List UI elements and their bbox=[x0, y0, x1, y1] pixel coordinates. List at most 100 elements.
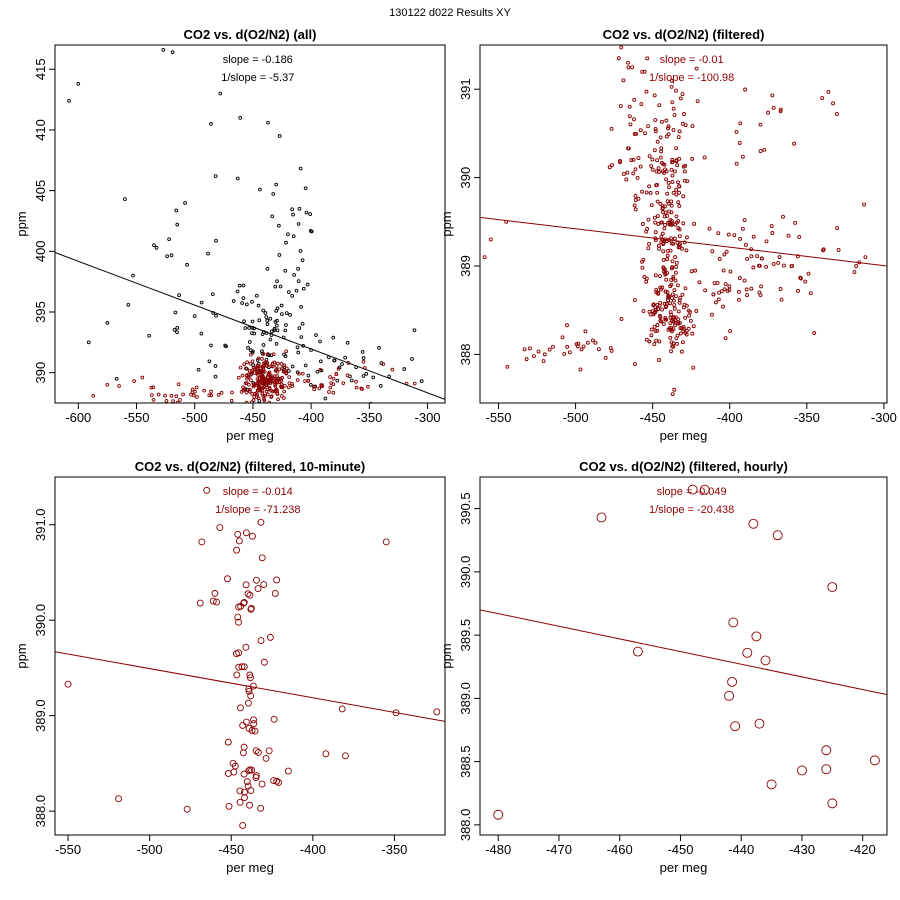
data-point bbox=[694, 309, 699, 313]
data-point bbox=[668, 310, 673, 315]
data-point bbox=[655, 139, 660, 144]
annotation-inverse-slope: 1/slope = -71.238 bbox=[215, 504, 300, 516]
data-point bbox=[299, 305, 303, 309]
data-point bbox=[319, 359, 323, 364]
data-point bbox=[669, 84, 674, 89]
data-point bbox=[218, 91, 223, 96]
chart-panel-4: CO2 vs. d(O2/N2) (filtered, hourly) -480 -… bbox=[439, 459, 888, 875]
data-point bbox=[294, 288, 299, 293]
data-point bbox=[260, 658, 268, 666]
data-point bbox=[209, 597, 217, 605]
data-point bbox=[340, 362, 344, 366]
y-tick-label: 388.0 bbox=[458, 809, 473, 842]
data-point bbox=[231, 762, 239, 770]
data-point bbox=[633, 167, 638, 172]
data-point bbox=[821, 745, 832, 756]
data-point bbox=[656, 166, 661, 171]
data-point bbox=[691, 365, 696, 370]
data-point bbox=[247, 787, 255, 794]
data-point bbox=[314, 333, 318, 337]
plot-area bbox=[480, 484, 887, 820]
data-point bbox=[716, 297, 721, 302]
data-point bbox=[777, 255, 782, 260]
data-point bbox=[280, 366, 285, 370]
data-point bbox=[653, 238, 658, 243]
data-point bbox=[248, 532, 256, 540]
data-point bbox=[290, 364, 295, 369]
data-point bbox=[291, 234, 296, 239]
data-point bbox=[677, 184, 682, 188]
data-point bbox=[641, 309, 646, 313]
data-point bbox=[758, 293, 763, 298]
data-point bbox=[835, 226, 840, 231]
data-point bbox=[806, 271, 811, 276]
data-point bbox=[649, 164, 654, 168]
data-point bbox=[249, 370, 254, 375]
data-point bbox=[585, 340, 590, 345]
chart-panel-3: CO2 vs. d(O2/N2) (filtered, 10-minute) -5… bbox=[14, 459, 446, 875]
data-point bbox=[797, 765, 807, 776]
data-point bbox=[797, 234, 802, 239]
data-point bbox=[273, 368, 278, 373]
data-point bbox=[323, 396, 328, 401]
data-point bbox=[689, 269, 694, 274]
data-point bbox=[181, 392, 185, 397]
data-point bbox=[644, 89, 649, 94]
chart-panel-2: CO2 vs. d(O2/N2) (filtered) -550 -500 -450 -… bbox=[439, 27, 897, 443]
data-point bbox=[596, 512, 607, 523]
data-point bbox=[224, 738, 232, 746]
data-point bbox=[702, 155, 707, 160]
data-point bbox=[300, 321, 305, 326]
data-point bbox=[256, 364, 261, 368]
data-point bbox=[252, 395, 257, 399]
data-point bbox=[670, 315, 675, 320]
data-point bbox=[593, 340, 598, 345]
data-point bbox=[173, 310, 178, 315]
data-point bbox=[271, 378, 276, 383]
data-point bbox=[684, 235, 689, 240]
data-point bbox=[196, 599, 204, 607]
data-point bbox=[230, 390, 234, 395]
data-point bbox=[261, 352, 266, 356]
data-point bbox=[676, 245, 681, 250]
data-point bbox=[649, 333, 654, 338]
data-point bbox=[275, 361, 280, 366]
data-point bbox=[618, 104, 623, 109]
x-tick-label: -460 bbox=[607, 842, 633, 857]
data-point bbox=[551, 344, 555, 349]
data-point bbox=[659, 146, 664, 151]
data-point bbox=[275, 323, 279, 328]
data-point bbox=[671, 128, 676, 132]
data-point bbox=[433, 708, 441, 716]
data-point bbox=[241, 296, 246, 300]
data-point bbox=[740, 226, 745, 231]
data-point bbox=[668, 321, 673, 325]
data-point bbox=[682, 178, 687, 183]
data-point bbox=[710, 312, 714, 317]
data-point bbox=[626, 60, 630, 65]
data-point bbox=[284, 349, 289, 354]
data-point bbox=[625, 170, 630, 175]
data-point bbox=[264, 404, 267, 407]
data-point bbox=[674, 260, 679, 265]
data-point bbox=[265, 360, 269, 365]
data-point bbox=[697, 280, 702, 285]
data-point bbox=[154, 246, 159, 250]
data-point bbox=[758, 122, 763, 127]
data-point bbox=[505, 364, 510, 369]
data-point bbox=[336, 367, 341, 371]
data-point bbox=[658, 135, 663, 140]
data-point bbox=[812, 331, 817, 335]
data-point bbox=[654, 183, 659, 188]
data-point bbox=[377, 346, 381, 350]
data-point bbox=[261, 343, 266, 347]
data-point bbox=[727, 287, 732, 292]
data-point bbox=[668, 248, 673, 253]
data-point bbox=[224, 575, 231, 583]
data-point bbox=[275, 279, 279, 284]
data-point bbox=[673, 320, 678, 325]
data-point bbox=[207, 359, 212, 364]
data-point bbox=[679, 349, 684, 354]
data-point bbox=[240, 599, 248, 607]
data-point bbox=[257, 518, 265, 526]
